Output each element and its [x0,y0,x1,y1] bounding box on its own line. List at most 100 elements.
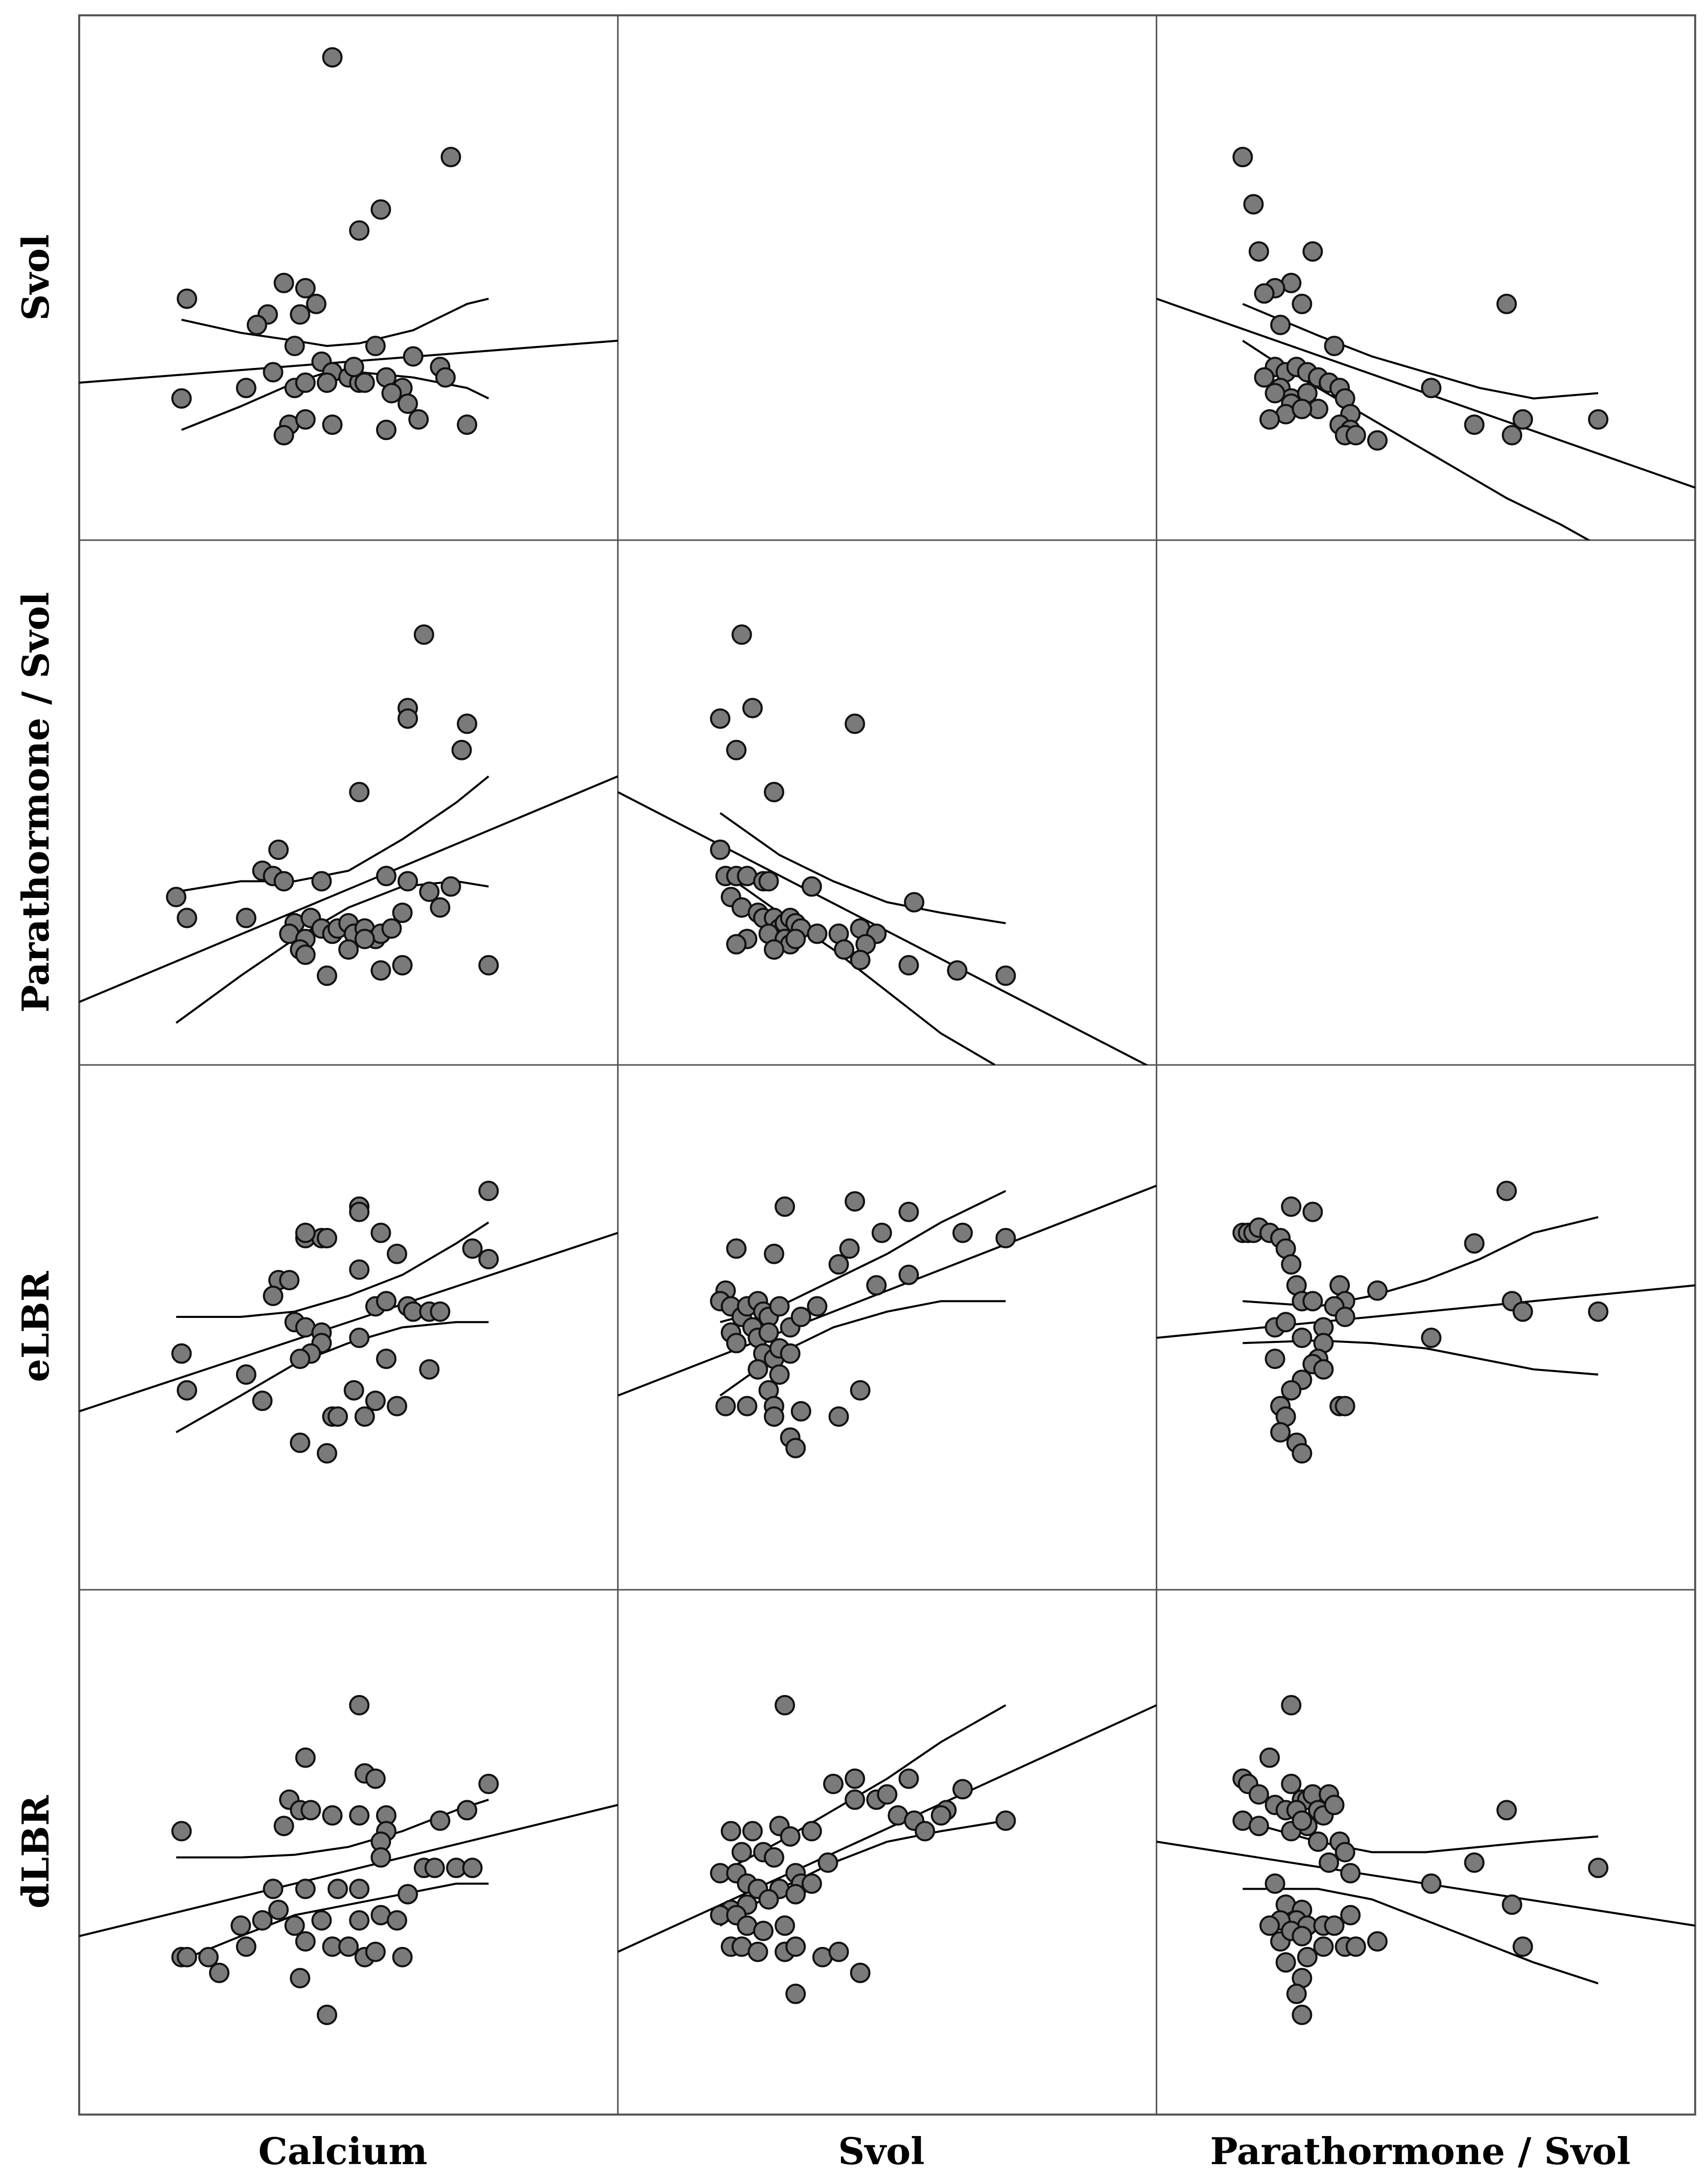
data-point [295,1747,316,1768]
confidence-band-upper [181,297,489,347]
data-point [387,1243,407,1264]
row-label-dlbr: dLBR [14,1795,57,1909]
data-point [370,199,391,220]
data-point [354,1406,375,1427]
data-point [236,908,256,929]
data-point [343,1380,364,1401]
data-point [273,871,294,892]
data-point [290,1968,311,1988]
data-point [440,876,461,897]
data-point [413,624,434,645]
data-point [952,1222,973,1243]
row-label-parathormone-svol: Parathormone / Svol [14,592,57,1012]
confidence-band-upper [176,1798,489,1859]
col-label-svol: Svol [838,2129,924,2173]
data-point [419,881,440,902]
data-point [1313,1359,1334,1380]
data-point [753,1920,774,1941]
data-point [171,1343,192,1364]
data-point [731,1842,752,1863]
data-point [171,1821,192,1842]
data-point [1265,1873,1285,1894]
data-point [268,1899,289,1920]
data-points [710,1695,1016,2004]
data-point [785,1437,806,1458]
data-point [451,739,472,760]
data-point [828,1406,849,1427]
confidence-band-lower [719,870,996,1065]
data-point [904,892,925,913]
data-point [295,944,316,965]
data-point [764,1243,784,1264]
confidence-band-upper [719,812,1006,924]
data-point [457,414,478,435]
data-points [710,624,1016,986]
fit-lines [1156,297,1695,540]
data-point [284,336,305,356]
data-point [1275,1952,1296,1973]
data-point [349,1878,370,1899]
data-point [317,372,337,393]
data-point [263,1285,284,1306]
data-point [1259,1747,1280,1768]
col-label-parathormone-svol: Parathormone / Svol [1210,2129,1630,2173]
data-point [478,1774,499,1794]
data-point [381,383,402,404]
data-point [1281,1380,1302,1401]
data-point [930,1805,951,1826]
data-point [403,346,424,367]
data-point [1292,1443,1313,1464]
data-point [457,1800,478,1821]
data-point [424,1858,445,1878]
data-point [322,414,343,435]
data-point [327,1406,348,1427]
data-point [322,47,343,68]
data-point [785,929,806,949]
fit-lines [79,1221,618,1433]
data-point [877,1784,898,1805]
data-point [273,425,294,446]
data-point [731,624,752,645]
data-point [273,272,294,293]
data-point [1512,1936,1533,1957]
data-point [764,1406,784,1427]
data-point [457,713,478,734]
data-point [1319,1852,1339,1873]
data-point [850,1380,871,1401]
data-point [1324,336,1345,356]
data-point [1243,194,1264,215]
data-point [898,1768,919,1789]
data-point [376,866,396,887]
data-point [397,393,418,414]
data-point [1307,1831,1328,1852]
data-points [1232,1180,1609,1464]
data-point [392,1946,413,1967]
col-label-calcium: Calcium [258,2129,427,2173]
data-point [430,1301,451,1322]
data-point [1496,1180,1517,1201]
data-point [866,1275,887,1296]
data-point [295,1878,316,1899]
data-point [295,409,316,430]
data-point [252,1390,273,1411]
data-point [1464,414,1485,435]
data-point [1292,1328,1313,1348]
data-point [171,388,192,409]
data-point [1367,1931,1388,1952]
data-point [995,1810,1016,1831]
data-point [1313,1936,1334,1957]
data-point [828,1941,849,1962]
data-point [295,1931,316,1952]
data-point [1512,409,1533,430]
data-point [1496,293,1517,314]
data-point [801,1821,822,1842]
panel-svol-vs-calcium [79,47,618,446]
data-point [349,1201,370,1222]
data-point [947,960,968,981]
data-point [462,1858,483,1878]
data-point [176,908,197,929]
data-point [419,1359,440,1380]
data-point [1248,1784,1269,1805]
fit-lines [79,775,618,1024]
data-point [1259,409,1280,430]
